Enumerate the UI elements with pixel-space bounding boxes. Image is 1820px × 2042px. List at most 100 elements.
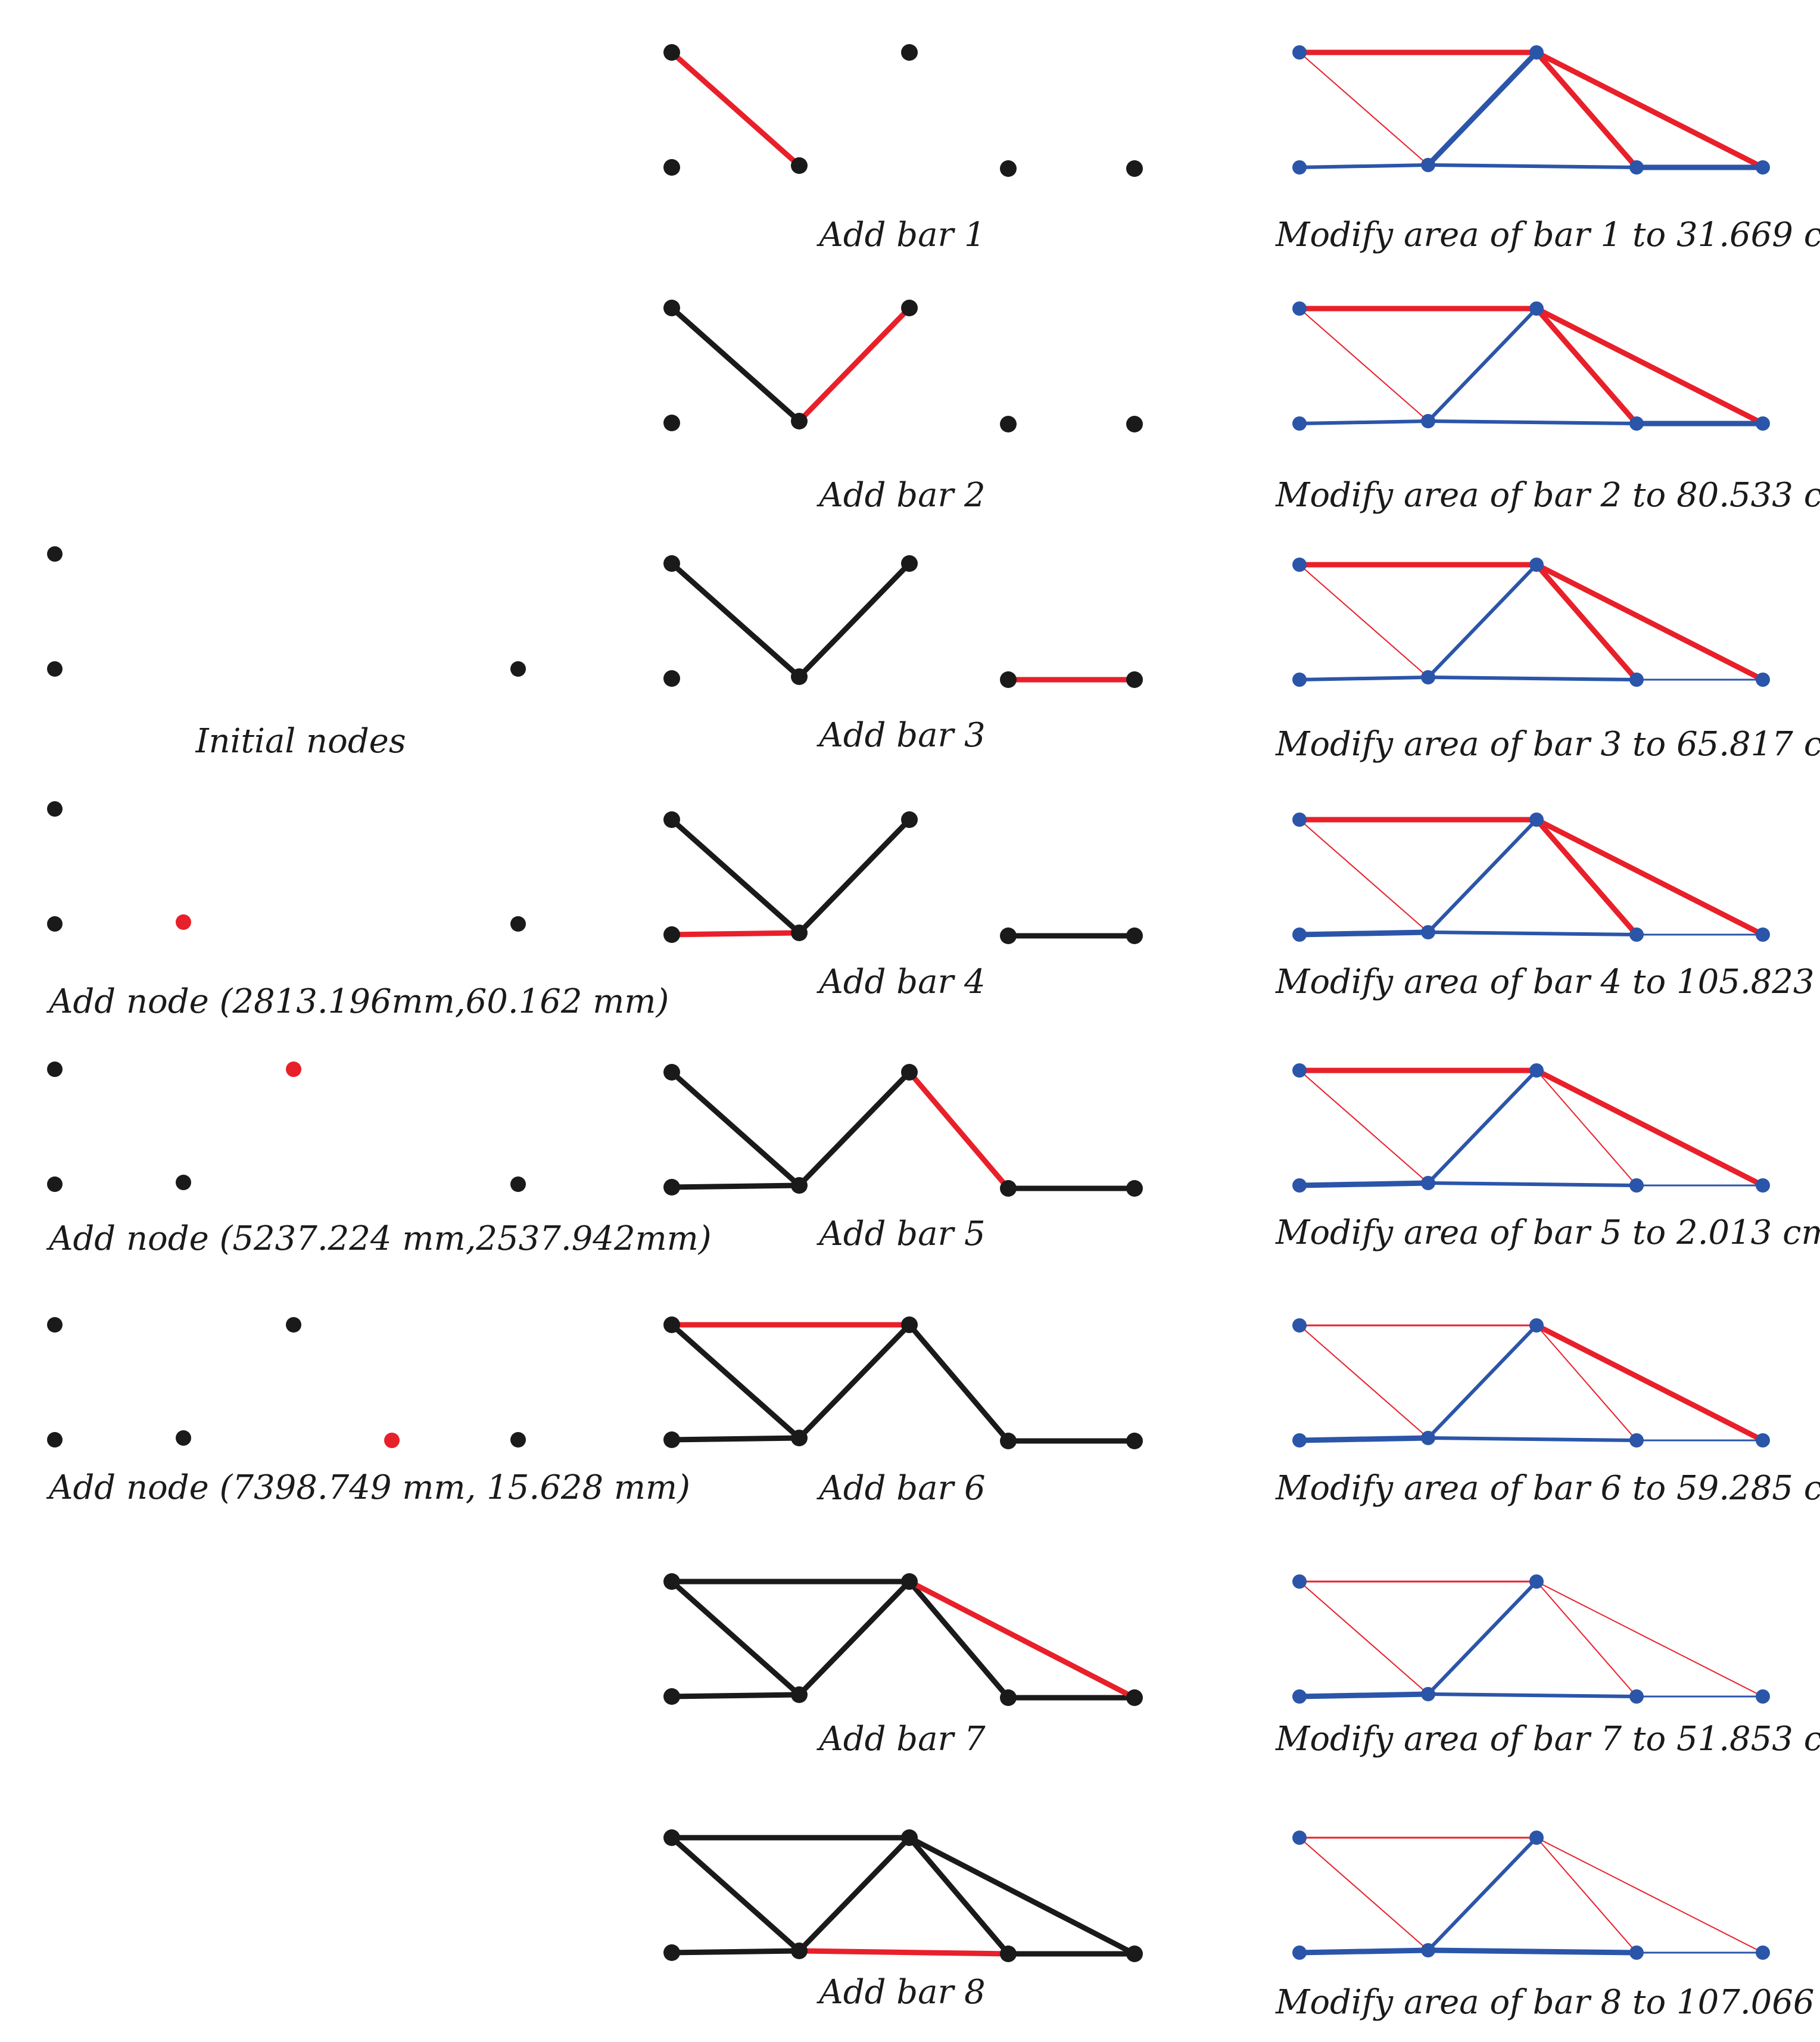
node-e bbox=[1000, 927, 1017, 944]
member-cd bbox=[1426, 1836, 1538, 1952]
node-d bbox=[901, 1316, 918, 1333]
node-d bbox=[1529, 1831, 1544, 1845]
caption-add-bar-8: Add bar 8 bbox=[816, 1973, 985, 2012]
caption-add-node-2: Add node (5237.224 mm,2537.942mm) bbox=[46, 1219, 712, 1258]
member-df bbox=[1534, 562, 1766, 683]
node-d bbox=[1529, 45, 1544, 60]
node-c bbox=[1421, 925, 1435, 939]
bar-1 bbox=[669, 305, 802, 424]
node-b bbox=[1292, 1178, 1307, 1193]
node-c bbox=[1421, 1431, 1435, 1445]
node-d bbox=[901, 1573, 918, 1590]
node-4 bbox=[176, 1430, 191, 1446]
node-c bbox=[1421, 158, 1435, 172]
node-d bbox=[901, 1829, 918, 1846]
node-f bbox=[1756, 1178, 1770, 1193]
node-b bbox=[1292, 1689, 1307, 1704]
node-d bbox=[901, 555, 918, 572]
member-de bbox=[1536, 1070, 1637, 1186]
caption-modify-7-text: Modify area of bar 7 to 51.853 cm bbox=[1275, 1720, 1820, 1758]
member-ac bbox=[1299, 819, 1429, 933]
member-de bbox=[1536, 1325, 1637, 1441]
node-a bbox=[1292, 1063, 1307, 1078]
node-a bbox=[663, 44, 680, 61]
node-d bbox=[1529, 558, 1544, 572]
bar-2 bbox=[796, 1579, 912, 1698]
caption-add-bar-4: Add bar 4 bbox=[816, 963, 985, 1001]
member-bc bbox=[1298, 163, 1430, 169]
node-a bbox=[1292, 1318, 1307, 1333]
node-4 bbox=[176, 914, 191, 930]
member-ac bbox=[1299, 52, 1429, 166]
node-b bbox=[663, 926, 680, 943]
member-de bbox=[1534, 49, 1640, 170]
member-cd bbox=[1426, 563, 1538, 679]
node-e bbox=[1000, 416, 1017, 432]
node-a bbox=[663, 1573, 680, 1590]
member-df bbox=[1534, 817, 1766, 938]
caption-modify-1-text: Modify area of bar 1 to 31.669 cm bbox=[1275, 216, 1820, 254]
bar-4-added bbox=[669, 930, 802, 938]
member-ac bbox=[1299, 564, 1429, 678]
member-ce bbox=[1426, 1436, 1638, 1442]
bar-step-3 bbox=[663, 555, 1143, 688]
member-de bbox=[1534, 306, 1640, 427]
bar-7-added bbox=[906, 1579, 1138, 1701]
member-ce bbox=[1426, 930, 1638, 936]
caption-modify-6-text: Modify area of bar 6 to 59.285 cm bbox=[1275, 1469, 1820, 1508]
node-d bbox=[1529, 813, 1544, 827]
area-step-2 bbox=[1292, 301, 1770, 431]
node-b bbox=[663, 670, 680, 687]
area-step-7 bbox=[1292, 1574, 1770, 1704]
node-d bbox=[901, 300, 918, 316]
bar-1 bbox=[669, 817, 802, 936]
caption-modify-3: Modify area of bar 3 to 65.817 cm2 bbox=[1275, 724, 1820, 764]
bar-4 bbox=[669, 1435, 802, 1443]
node-f bbox=[1126, 927, 1143, 944]
member-ac bbox=[1299, 308, 1429, 422]
node-d bbox=[1529, 1318, 1544, 1333]
node-b bbox=[663, 1688, 680, 1705]
node-d bbox=[1529, 301, 1544, 316]
node-f bbox=[1126, 416, 1143, 432]
node-1 bbox=[47, 1317, 63, 1333]
caption-add-bar-2: Add bar 2 bbox=[816, 476, 985, 515]
node-d bbox=[1529, 1574, 1544, 1589]
node-e bbox=[1629, 673, 1644, 687]
node-c bbox=[791, 1430, 808, 1446]
bar-2 bbox=[796, 561, 912, 680]
bar-step-1 bbox=[663, 44, 1143, 177]
member-ce bbox=[1426, 419, 1638, 425]
node-b bbox=[1292, 927, 1307, 942]
node-b bbox=[1292, 673, 1307, 687]
node-f bbox=[1126, 1433, 1143, 1449]
node-a bbox=[1292, 45, 1307, 60]
bar-step-8 bbox=[663, 1829, 1143, 1962]
bar-step-5 bbox=[663, 1064, 1143, 1197]
bar-4 bbox=[669, 1948, 802, 1956]
node-3 bbox=[510, 1432, 526, 1448]
node-f bbox=[1126, 671, 1143, 688]
bar-5 bbox=[906, 1322, 1011, 1444]
node-e bbox=[1000, 671, 1017, 688]
bar-5-added bbox=[906, 1069, 1011, 1191]
node-b bbox=[663, 1431, 680, 1448]
caption-initial-nodes: Initial nodes bbox=[195, 722, 406, 761]
node-f bbox=[1126, 1180, 1143, 1197]
caption-modify-1: Modify area of bar 1 to 31.669 cm2 bbox=[1275, 214, 1820, 254]
node-step-1 bbox=[47, 546, 526, 677]
node-c bbox=[1421, 1943, 1435, 1957]
member-bc bbox=[1297, 1947, 1431, 1956]
member-ac bbox=[1299, 1325, 1429, 1439]
node-e bbox=[1629, 160, 1644, 175]
node-f bbox=[1756, 673, 1770, 687]
caption-modify-2: Modify area of bar 2 to 80.533 cm2 bbox=[1275, 475, 1820, 515]
member-bc bbox=[1298, 419, 1430, 425]
node-e bbox=[1000, 1689, 1017, 1706]
bar-1 bbox=[669, 1579, 802, 1698]
node-a bbox=[663, 300, 680, 316]
caption-add-bar-7: Add bar 7 bbox=[816, 1720, 986, 1758]
node-1 bbox=[47, 801, 63, 817]
node-f bbox=[1126, 160, 1143, 177]
node-4 bbox=[176, 1175, 191, 1190]
